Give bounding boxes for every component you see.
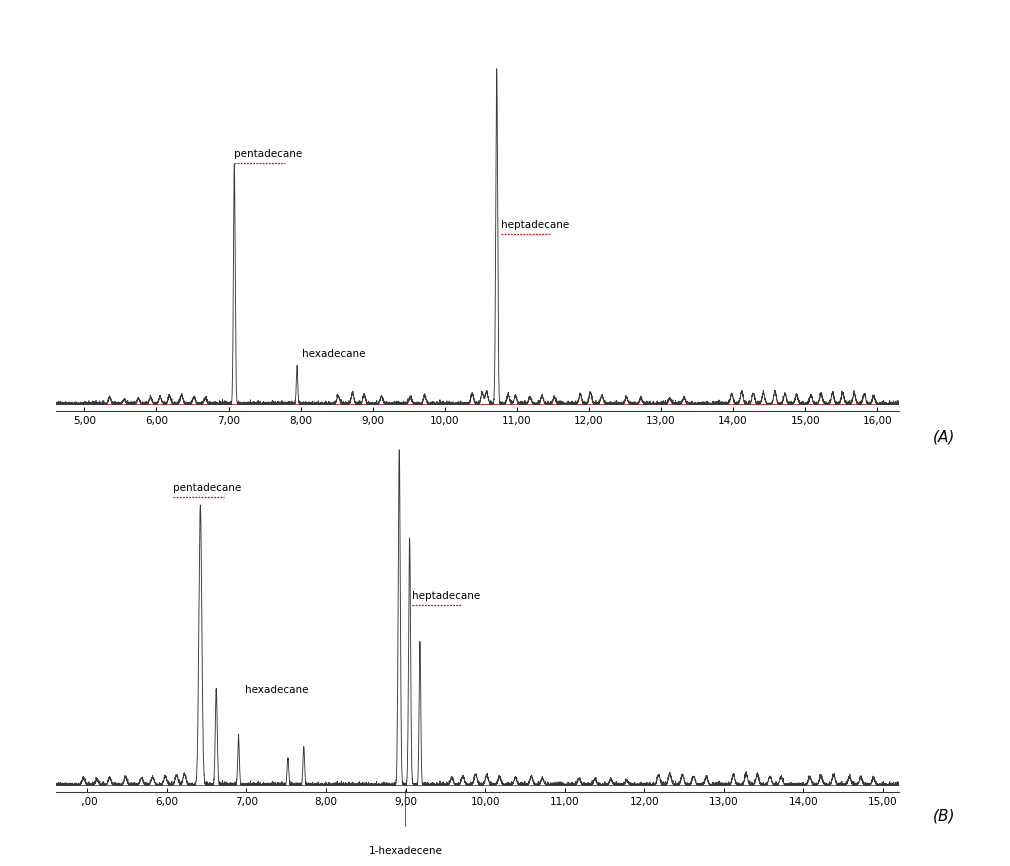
Text: pentadecane: pentadecane <box>174 483 241 494</box>
Text: heptadecane: heptadecane <box>501 220 570 230</box>
Text: (A): (A) <box>933 430 955 445</box>
Text: hexadecane: hexadecane <box>244 685 308 695</box>
Text: 1-hexadecene: 1-hexadecene <box>369 846 442 856</box>
Text: (B): (B) <box>933 808 955 824</box>
Text: pentadecane: pentadecane <box>234 150 303 159</box>
Text: hexadecane: hexadecane <box>302 349 366 359</box>
Text: heptadecane: heptadecane <box>412 591 480 601</box>
